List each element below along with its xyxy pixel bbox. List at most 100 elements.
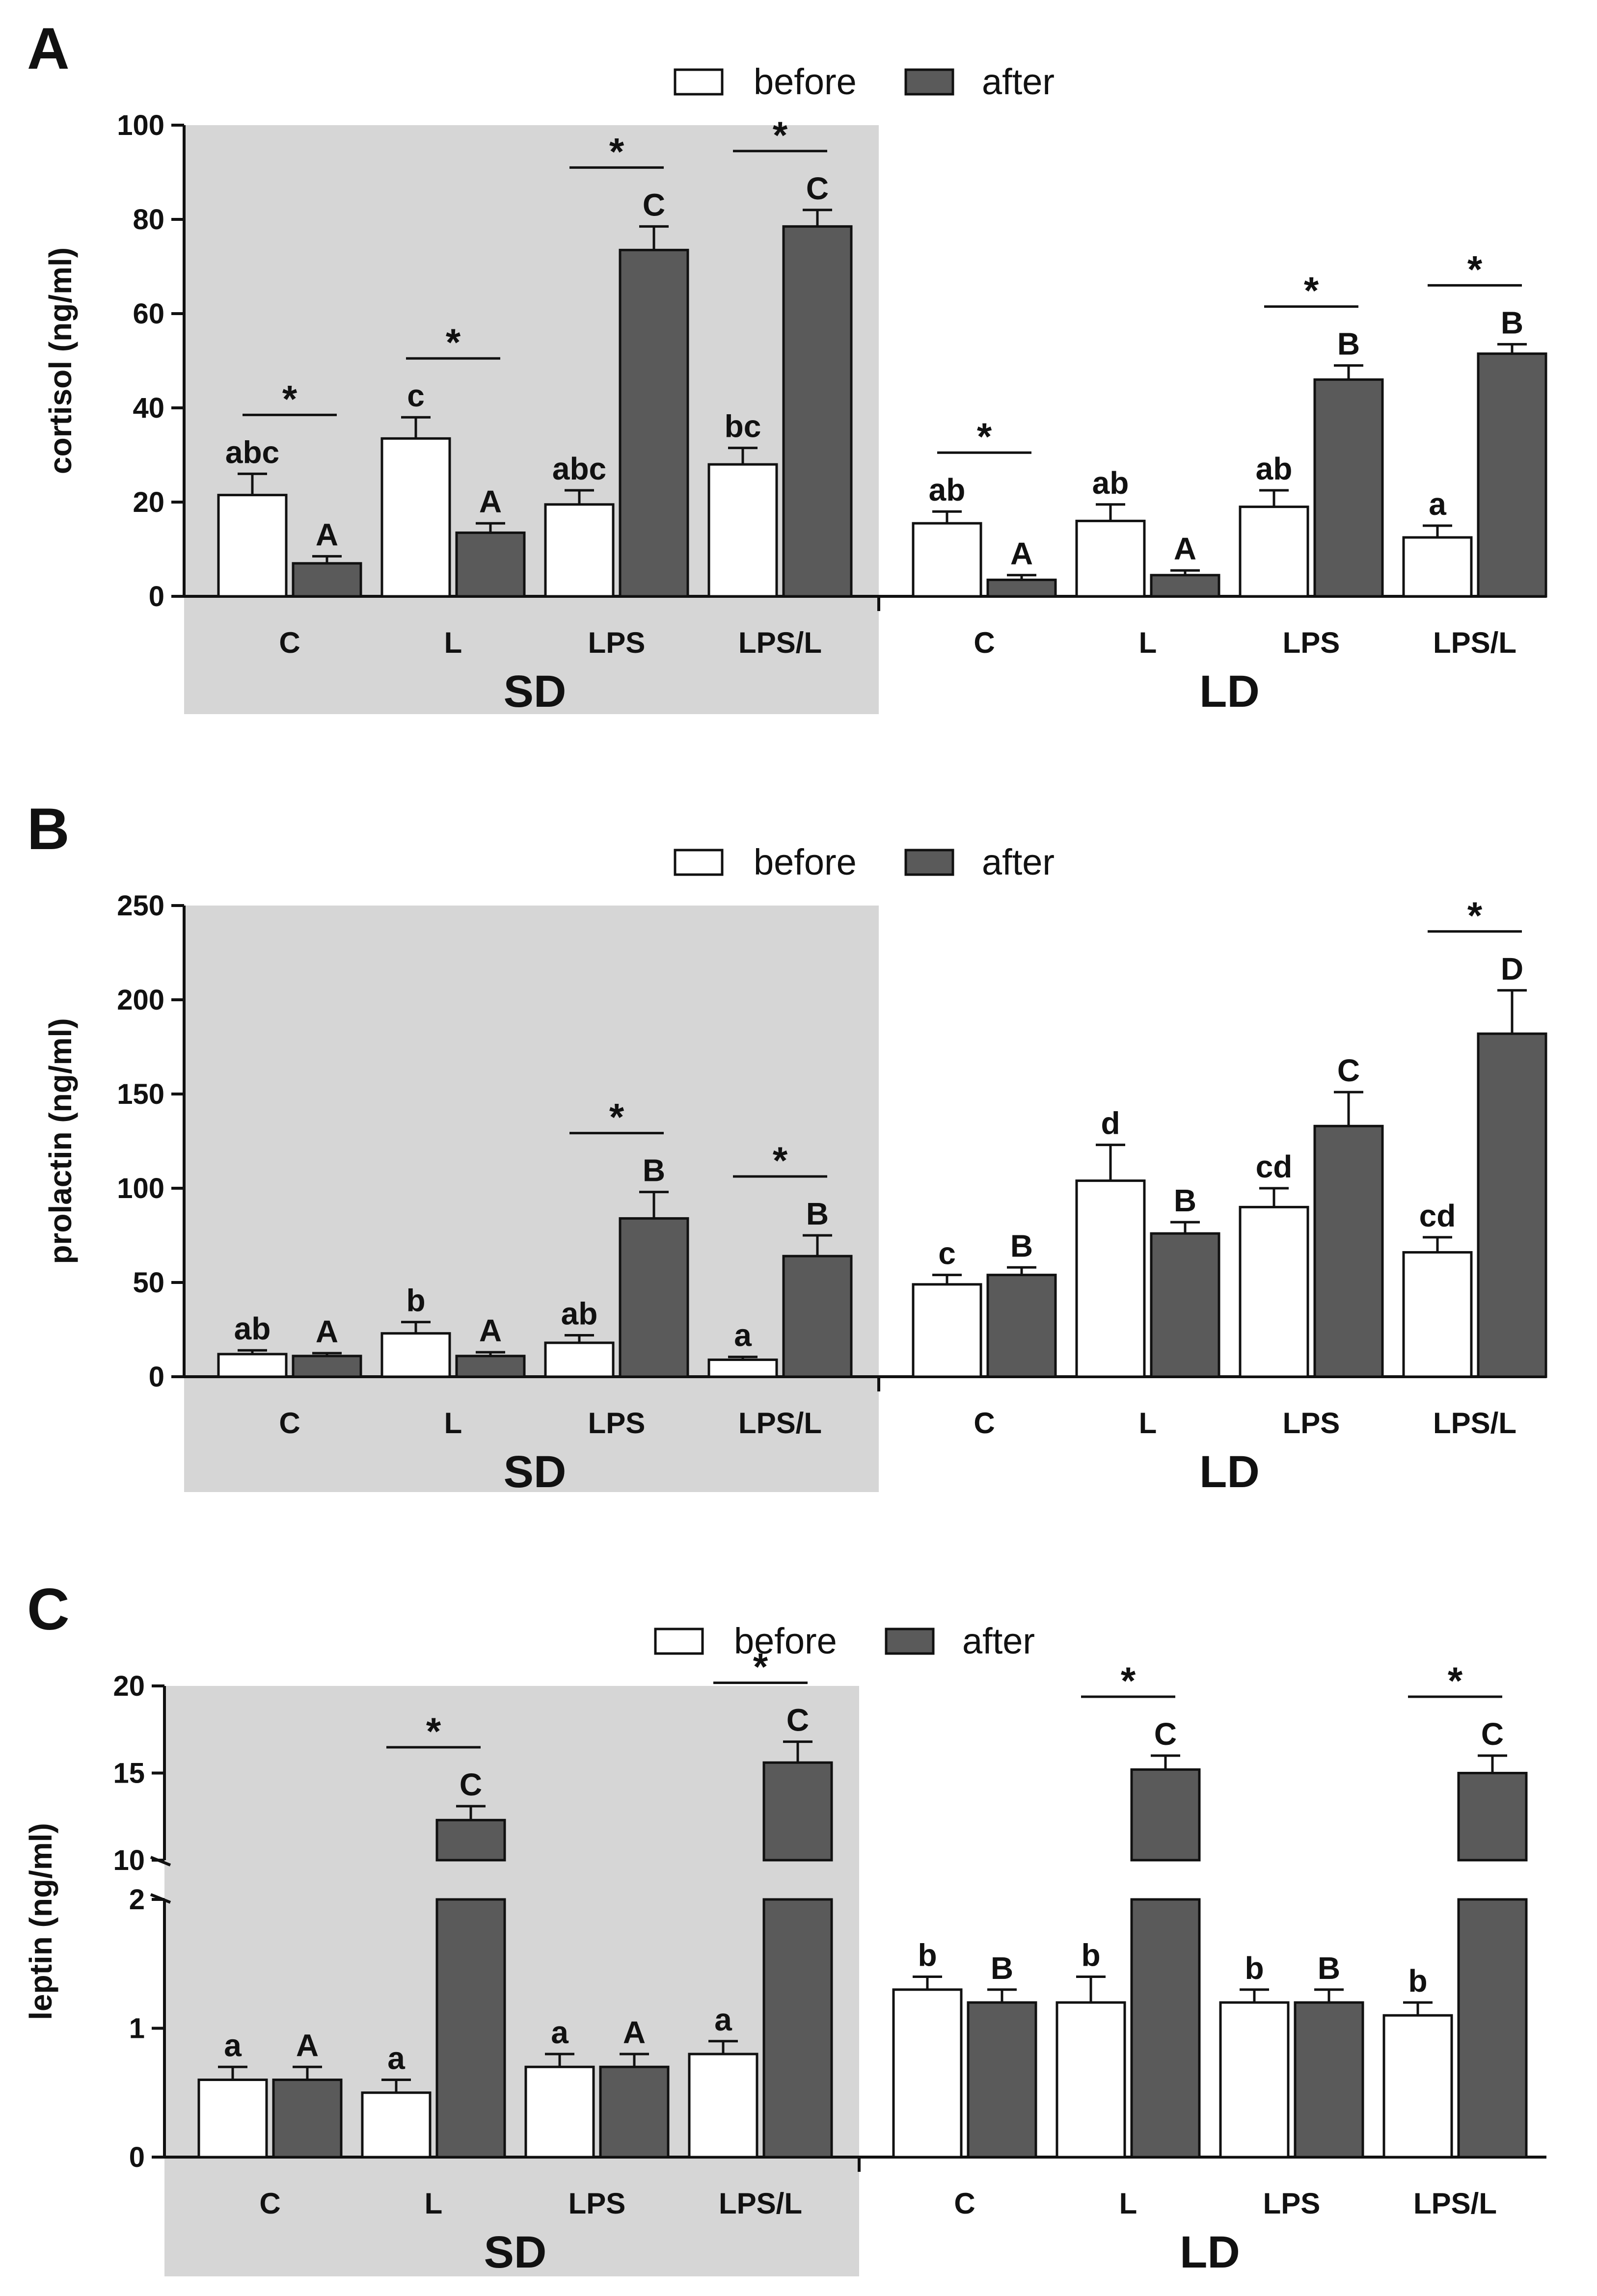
sig-letter: D [1501,951,1523,987]
legend-after-swatch [885,1628,935,1655]
sig-letter: C [1481,1716,1504,1752]
sig-letter: c [407,378,425,413]
y-tick-label: 0 [129,2141,145,2173]
bar-after [986,578,1057,598]
bar-before [1075,519,1146,598]
sig-letter: abc [552,451,606,486]
bar-before [1382,2014,1453,2159]
sig-letter: B [1010,1228,1033,1263]
bar-after [292,1355,362,1378]
significance-star: * [773,1139,788,1182]
bar-before [688,2053,758,2159]
bar-before [380,1332,451,1378]
category-label: LPS [588,1407,646,1440]
sig-letter: B [643,1153,665,1188]
sig-letter: C [1337,1053,1360,1088]
category-label: LPS [1283,626,1340,659]
significance-star: * [282,377,298,420]
legend-after-label: after [962,1621,1035,1661]
bar-after-upper [762,1761,833,1862]
sd-shade [164,1686,859,2276]
bar-before [217,494,288,598]
sig-letter: c [938,1236,956,1271]
category-label: LPS/L [1433,1407,1516,1440]
significance-star: * [977,415,992,458]
category-label: C [954,2187,975,2220]
category-label: L [444,626,462,659]
sig-letter: B [991,1950,1013,1986]
bar-after [292,562,362,598]
panel-letter: C [27,1576,70,1642]
y-tick-label: 50 [133,1267,164,1299]
category-label: LPS [1283,1407,1340,1440]
category-label: LPS/L [738,626,822,659]
sig-letter: d [1101,1106,1120,1141]
category-label: C [974,1407,995,1440]
bar-after [967,2001,1037,2159]
significance-star: * [426,1709,441,1753]
legend-after-label: after [982,61,1055,102]
legend-after-swatch [904,849,954,876]
bar-before [912,1283,982,1378]
significance-star: * [1467,247,1483,291]
sig-letter: b [918,1938,937,1973]
y-tick-label: 60 [133,298,164,330]
y-tick-label: 200 [117,984,164,1016]
bar-after [272,2079,343,2159]
category-label: L [1139,1407,1157,1440]
y-tick-label: 15 [113,1758,145,1789]
significance-star: * [1304,269,1319,312]
y-tick-label: 2 [129,1884,145,1916]
legend-before-label: before [754,61,857,102]
bar-before [544,503,615,598]
bar-before [707,1358,778,1378]
bar-before [1056,2001,1126,2159]
sig-letter: a [551,2015,568,2050]
sig-letter: ab [561,1296,598,1332]
legend-after-swatch [904,68,954,96]
bar-after [762,1898,833,2159]
category-label: LPS [588,626,646,659]
sig-letter: abc [225,434,279,470]
category-label: LPS/L [1433,626,1516,659]
group-label-ld: LD [1199,667,1260,717]
bar-after [1150,574,1220,598]
category-label: LPS [568,2187,626,2220]
bar-before [380,437,451,598]
bar-after [1313,378,1384,598]
y-tick-label: 10 [113,1844,145,1876]
bar-before [912,522,982,598]
category-label: C [279,626,300,659]
significance-star: * [1121,1659,1136,1702]
bar-after [1477,1032,1547,1378]
bar-after-upper [1130,1768,1201,1862]
bar-after-upper [435,1818,506,1862]
significance-star: * [609,130,624,173]
sig-letter: B [1318,1950,1340,1986]
category-label: C [259,2187,280,2220]
sig-letter: A [316,1314,338,1349]
bar-after [1477,352,1547,598]
bar-after [782,1255,853,1378]
bar-before [1219,2001,1290,2159]
bar-after [986,1274,1057,1378]
sig-letter: B [1501,305,1523,340]
y-tick-label: 100 [117,109,164,141]
sig-letter: C [806,171,829,206]
group-label-ld: LD [1180,2227,1240,2277]
sig-letter: ab [929,472,966,507]
sig-letter: B [1174,1183,1196,1218]
sig-letter: ab [234,1311,271,1346]
sig-letter: A [1010,536,1033,571]
category-label: LPS/L [719,2187,802,2220]
bar-after [599,2065,670,2159]
y-tick-label: 80 [133,204,164,236]
sig-letter: B [1337,326,1360,362]
legend-after-label: after [982,842,1055,882]
category-label: L [444,1407,462,1440]
y-tick-label: 1 [129,2013,145,2045]
